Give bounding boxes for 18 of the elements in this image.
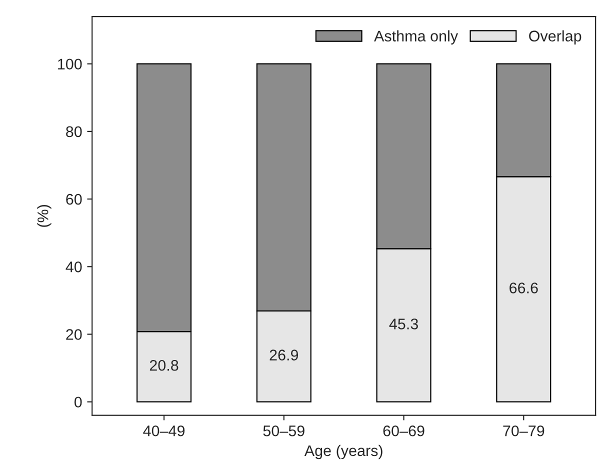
y-axis-title: (%) [37,205,52,227]
x-tick-label: 40–49 [143,425,185,436]
y-tick-label: 20 [66,329,82,340]
data-label: 20.8 [150,360,178,371]
data-label: 45.3 [389,318,418,330]
legend-label: Asthma only [374,30,458,45]
y-tick-label: 100 [58,58,82,70]
data-label: 66.6 [510,282,538,294]
y-tick-label: 80 [66,126,82,138]
y-tick-label: 40 [66,262,82,272]
y-tick-label: 60 [66,194,82,205]
y-tick-label: 0 [74,396,82,408]
data-label: 26.9 [270,350,298,360]
x-tick-label: 70–79 [503,425,544,436]
x-axis-title: Age (years) [304,444,382,460]
x-tick-label: 50–59 [263,425,304,436]
legend-label: Overlap [529,30,582,45]
x-tick-label: 60–69 [383,425,424,436]
